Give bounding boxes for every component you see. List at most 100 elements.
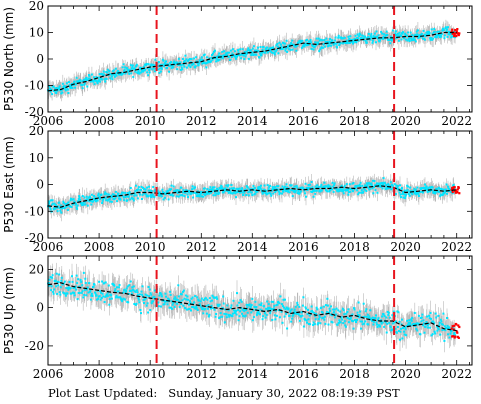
- up-point: [75, 274, 78, 277]
- up-point: [104, 281, 107, 284]
- up-point: [387, 313, 390, 316]
- north-point: [277, 52, 280, 55]
- east-point: [192, 196, 195, 199]
- east-x-tick-label: 2006: [33, 240, 64, 254]
- north-point: [67, 92, 70, 94]
- east-point: [158, 194, 161, 197]
- east-point: [232, 187, 235, 190]
- up-point: [65, 287, 68, 290]
- north-point: [97, 80, 100, 83]
- north-point: [289, 44, 292, 46]
- up-point: [309, 323, 312, 326]
- up-point: [416, 329, 419, 332]
- up-point: [376, 323, 378, 326]
- east-point: [304, 192, 306, 195]
- east-point: [89, 197, 92, 200]
- east-point: [219, 187, 222, 190]
- east-point: [435, 187, 438, 190]
- east-point: [243, 191, 246, 194]
- up-point: [352, 320, 354, 323]
- east-point: [147, 195, 150, 198]
- up-point: [259, 308, 262, 311]
- east-point: [285, 183, 288, 186]
- east-point: [441, 193, 444, 196]
- north-point: [306, 38, 308, 41]
- up-point: [434, 312, 437, 315]
- east-y-tick-label: -20: [25, 231, 44, 245]
- north-point: [88, 77, 91, 80]
- up-point: [399, 330, 402, 333]
- north-recent-point: [457, 34, 460, 37]
- east-point: [292, 187, 295, 190]
- up-point: [324, 304, 327, 307]
- north-point: [438, 30, 441, 33]
- up-point: [60, 279, 63, 282]
- up-point: [125, 289, 128, 292]
- east-recent-point: [456, 191, 459, 194]
- up-point: [380, 322, 383, 325]
- north-point: [210, 60, 212, 63]
- north-point: [228, 51, 231, 54]
- up-point: [168, 298, 171, 301]
- up-point: [267, 303, 270, 306]
- east-point: [66, 202, 69, 205]
- north-point: [329, 38, 331, 40]
- up-point: [280, 310, 283, 313]
- north-point: [435, 36, 438, 39]
- north-point: [130, 72, 133, 75]
- up-point: [164, 300, 166, 303]
- north-point: [72, 84, 75, 86]
- east-point: [172, 194, 175, 197]
- north-point: [355, 41, 358, 44]
- north-point: [235, 57, 237, 60]
- north-point: [395, 34, 398, 36]
- north-point: [323, 45, 326, 48]
- north-point: [413, 38, 416, 41]
- up-point: [433, 322, 436, 325]
- north-point: [397, 35, 400, 37]
- east-point: [117, 192, 120, 195]
- east-x-tick-label: 2020: [390, 240, 421, 254]
- up-point: [273, 314, 276, 317]
- up-point: [57, 284, 60, 287]
- east-point: [90, 193, 93, 196]
- north-point: [137, 70, 140, 72]
- north-point: [318, 50, 321, 53]
- north-point: [333, 42, 336, 45]
- up-point: [270, 300, 273, 303]
- up-point: [383, 325, 386, 328]
- up-point: [297, 313, 300, 316]
- east-point: [61, 207, 64, 210]
- north-point: [105, 71, 108, 73]
- up-point: [365, 316, 368, 318]
- up-point: [129, 280, 132, 283]
- east-point: [240, 188, 243, 191]
- up-point: [391, 314, 394, 317]
- up-point: [236, 304, 239, 307]
- east-point: [157, 194, 160, 197]
- up-point: [377, 317, 380, 320]
- north-point: [310, 47, 313, 50]
- up-point: [52, 292, 55, 295]
- north-point: [351, 38, 354, 41]
- north-point: [373, 35, 376, 38]
- up-point: [422, 324, 424, 327]
- east-point: [82, 202, 85, 204]
- up-point: [309, 313, 312, 316]
- east-point: [241, 187, 244, 190]
- up-point: [284, 308, 287, 311]
- east-point: [63, 206, 66, 209]
- east-point: [107, 193, 110, 196]
- north-point: [408, 40, 411, 42]
- up-point: [191, 306, 194, 308]
- east-point: [185, 189, 188, 192]
- east-point: [57, 205, 60, 208]
- east-y-tick-label: 10: [29, 151, 44, 165]
- east-point: [222, 191, 225, 194]
- east-point: [326, 185, 329, 188]
- up-point: [358, 316, 361, 319]
- east-point: [379, 185, 381, 188]
- up-point: [339, 310, 342, 313]
- up-point: [320, 306, 323, 309]
- up-point: [273, 304, 276, 307]
